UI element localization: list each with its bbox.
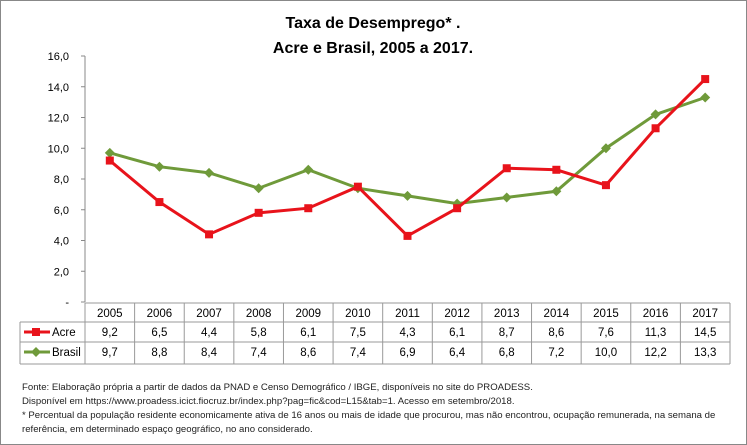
- data-cell-brasil: 7,4: [350, 347, 367, 359]
- data-cell-acre: 5,8: [251, 327, 267, 339]
- x-category-label: 2010: [345, 308, 371, 320]
- data-point-brasil: [600, 143, 611, 154]
- data-cell-acre: 8,6: [548, 327, 564, 339]
- data-cell-acre: 11,3: [645, 327, 667, 339]
- note-source: Fonte: Elaboração própria a partir de da…: [22, 382, 533, 393]
- data-point-brasil: [650, 109, 661, 120]
- data-point-brasil: [104, 147, 115, 158]
- x-category-label: 2006: [147, 308, 173, 320]
- y-tick-label: -: [65, 297, 69, 309]
- data-point-acre: [105, 156, 114, 165]
- x-category-label: 2009: [295, 308, 321, 320]
- legend-label: Brasil: [52, 347, 81, 359]
- data-point-acre: [205, 230, 214, 239]
- data-cell-brasil: 9,7: [102, 347, 118, 359]
- data-cell-brasil: 8,8: [151, 347, 167, 359]
- note-definition: * Percentual da população residente econ…: [22, 410, 716, 421]
- data-point-acre: [304, 204, 313, 213]
- y-tick-label: 2,0: [54, 266, 69, 278]
- data-point-brasil: [253, 183, 264, 194]
- data-cell-acre: 9,2: [102, 327, 118, 339]
- chart-title-line-1: Taxa de Desemprego* .: [286, 15, 461, 32]
- data-cell-acre: 7,5: [350, 327, 366, 339]
- x-category-label: 2016: [643, 308, 669, 320]
- data-cell-brasil: 7,4: [251, 347, 268, 359]
- chart-title-line-2: Acre e Brasil, 2005 a 2017.: [273, 40, 473, 57]
- data-point-brasil: [551, 186, 562, 197]
- data-point-brasil: [700, 92, 711, 103]
- data-point-brasil: [303, 164, 314, 175]
- x-category-label: 2008: [246, 308, 272, 320]
- data-cell-acre: 6,5: [151, 327, 167, 339]
- data-cell-acre: 6,1: [300, 327, 316, 339]
- data-cell-brasil: 6,8: [499, 347, 515, 359]
- data-cell-brasil: 8,4: [201, 347, 218, 359]
- x-category-label: 2007: [196, 308, 222, 320]
- data-cell-brasil: 13,3: [694, 347, 716, 359]
- data-cell-acre: 7,6: [598, 327, 614, 339]
- x-category-label: 2015: [593, 308, 619, 320]
- data-cell-brasil: 8,6: [300, 347, 316, 359]
- x-category-label: 2011: [395, 308, 420, 320]
- note-definition-cont: referência, em determinado espaço geográ…: [22, 424, 313, 435]
- x-category-label: 2017: [692, 308, 718, 320]
- data-point-acre: [651, 124, 660, 133]
- y-tick-label: 10,0: [48, 143, 69, 155]
- y-tick-label: 4,0: [54, 236, 69, 248]
- data-point-brasil: [204, 167, 215, 178]
- data-point-acre: [155, 198, 164, 207]
- data-point-acre: [601, 181, 610, 190]
- data-cell-brasil: 7,2: [548, 347, 564, 359]
- y-tick-label: 14,0: [48, 82, 69, 94]
- data-cell-acre: 4,4: [201, 327, 218, 339]
- x-category-label: 2014: [544, 308, 570, 320]
- data-point-acre: [502, 164, 511, 173]
- y-tick-label: 12,0: [48, 113, 69, 125]
- data-cell-acre: 14,5: [694, 327, 716, 339]
- x-category-label: 2013: [494, 308, 520, 320]
- y-tick-label: 6,0: [54, 205, 69, 217]
- data-point-acre: [254, 208, 263, 217]
- data-point-acre: [403, 231, 412, 240]
- data-cell-acre: 8,7: [499, 327, 515, 339]
- data-point-brasil: [501, 192, 512, 203]
- data-point-acre: [701, 75, 710, 84]
- data-cell-brasil: 12,2: [644, 347, 666, 359]
- data-cell-brasil: 10,0: [595, 347, 617, 359]
- legend-label: Acre: [52, 327, 76, 339]
- note-availability: Disponível em https://www.proadess.icict…: [22, 396, 515, 407]
- data-cell-brasil: 6,9: [400, 347, 416, 359]
- data-cell-acre: 4,3: [400, 327, 416, 339]
- legend-marker-square: [32, 328, 40, 336]
- x-category-label: 2005: [97, 308, 123, 320]
- data-point-acre: [353, 182, 362, 191]
- data-cell-brasil: 6,4: [449, 347, 466, 359]
- y-tick-label: 8,0: [54, 174, 69, 186]
- x-category-label: 2012: [444, 308, 470, 320]
- data-point-acre: [552, 165, 561, 174]
- data-point-acre: [453, 204, 462, 213]
- data-cell-acre: 6,1: [449, 327, 465, 339]
- chart-notes: Fonte: Elaboração própria a partir de da…: [22, 381, 742, 437]
- legend-marker-diamond: [31, 347, 41, 357]
- data-point-brasil: [402, 190, 413, 201]
- y-tick-label: 16,0: [48, 51, 69, 63]
- data-point-brasil: [154, 161, 165, 172]
